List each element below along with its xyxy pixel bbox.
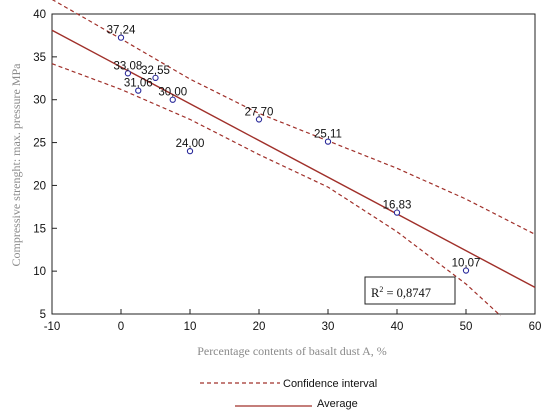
data-point (324, 138, 332, 145)
data-point (169, 96, 176, 103)
data-label: 25,11 (314, 129, 342, 141)
data-label: 32,55 (141, 65, 170, 77)
x-tick-label: 20 (253, 321, 266, 333)
data-point (124, 70, 132, 77)
r2-annotation: R2 = 0,8747 (364, 276, 456, 305)
legend-label-confidence: Confidence interval (283, 378, 377, 390)
y-tick-label: 40 (33, 9, 46, 21)
data-label: 24,00 (176, 138, 205, 150)
confidence-upper-line (51, 0, 536, 235)
legend-label-average: Average (317, 398, 358, 410)
y-tick-label: 10 (33, 266, 46, 278)
y-tick-label: 15 (33, 223, 46, 235)
x-axis-label: Percentage contents of basalt dust A, % (197, 344, 387, 358)
data-point (393, 209, 401, 216)
data-label: 31,06 (124, 78, 153, 90)
r2-box (364, 276, 456, 305)
x-tick-label: 50 (460, 321, 473, 333)
data-point (186, 147, 194, 155)
regression-line (51, 29, 536, 289)
y-tick-label: 30 (33, 95, 46, 107)
data-label: 33,08 (114, 60, 143, 72)
y-tick-label: 35 (33, 52, 46, 64)
confidence-lower-line (51, 63, 501, 317)
data-point (255, 116, 263, 123)
plot-frame (51, 13, 536, 315)
data-label: 10,07 (452, 258, 481, 270)
axis-ticks: -10 0 10 20 30 40 50 60 5 10 15 20 25 30 35 40 (33, 9, 541, 333)
regression-line-group (51, 29, 536, 289)
x-tick-label: 30 (322, 321, 335, 333)
data-label: 27,70 (245, 106, 274, 118)
data-label: 30,00 (158, 87, 187, 99)
y-axis-label: Compressive strenght: max. pressure MPa (9, 63, 23, 267)
data-label: 37,24 (107, 25, 136, 37)
y-tick-label: 20 (33, 180, 46, 192)
data-point (462, 267, 470, 274)
y-tick-label: 5 (40, 309, 46, 321)
data-label: 16,83 (383, 200, 412, 212)
r2-text: R2 = 0,8747 (371, 285, 431, 300)
x-tick-label: 0 (118, 321, 124, 333)
y-tick-label: 25 (33, 138, 46, 150)
plot-area (51, 13, 536, 315)
data-point (135, 87, 142, 94)
x-tick-label: -10 (44, 321, 61, 333)
x-tick-label: 40 (391, 321, 404, 333)
x-tick-label: 60 (529, 321, 542, 333)
data-point (152, 74, 159, 82)
confidence-lines (51, 0, 536, 317)
x-tick-label: 10 (184, 321, 197, 333)
legend: Confidence interval Average (200, 378, 377, 410)
data-point (117, 34, 125, 41)
